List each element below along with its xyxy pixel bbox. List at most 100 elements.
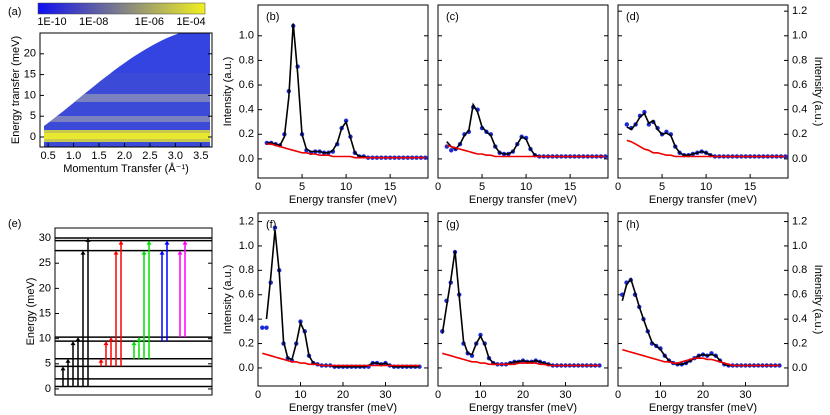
x-tick-label: 20 (517, 389, 529, 401)
arrow-head (60, 366, 66, 371)
x-tick-label: 20 (697, 389, 709, 401)
y-tick-label: 0.8 (792, 54, 807, 66)
y-tick-label: 20 (39, 282, 51, 294)
curve (622, 348, 780, 367)
x-tick-label: 2.5 (142, 150, 157, 162)
y-tick-label: 0.8 (792, 264, 807, 276)
y-tick-label: 20 (24, 48, 36, 60)
y-tick-label: 30 (39, 232, 51, 244)
panel-label: (g) (446, 219, 459, 231)
arrow-head (118, 240, 124, 245)
data-point (264, 325, 269, 330)
y-tick-label: 1.2 (239, 215, 254, 227)
curve (265, 230, 420, 368)
y-tick-label: 0.0 (239, 362, 254, 374)
y-axis-label: Energy (meV) (25, 278, 37, 346)
y-tick-label: 0.8 (239, 264, 254, 276)
x-tick-label: 2.0 (117, 150, 132, 162)
y-tick-label: 10 (24, 89, 36, 101)
y-tick-label: 10 (39, 333, 51, 345)
y-tick-label: 5 (30, 110, 36, 122)
arrow-head (103, 341, 109, 346)
panel-label: (b) (266, 11, 279, 23)
x-tick-label: 1.5 (91, 150, 106, 162)
frame (617, 4, 789, 179)
y-tick-label: 0.0 (792, 362, 807, 374)
arrow-head (98, 358, 104, 363)
x-tick-label: 10 (700, 181, 712, 193)
arrow-head (177, 250, 183, 255)
y-tick-label: 1.0 (239, 30, 254, 42)
y-tick-label: 0.6 (792, 79, 807, 91)
curve (446, 144, 606, 158)
colorbar-tick-label: 1E-04 (176, 16, 205, 28)
x-tick-label: 3.0 (168, 150, 183, 162)
x-axis-label: Energy transfer (meV) (649, 402, 757, 414)
y-tick-label: 1.0 (239, 240, 254, 252)
x-tick-label: 5 (659, 181, 665, 193)
curve (442, 352, 600, 367)
data-point (642, 109, 647, 115)
curve (441, 250, 600, 367)
y-tick-label: 1.2 (792, 215, 807, 227)
arrow-head (65, 358, 71, 363)
colorbar-tick-label: 1E-10 (37, 16, 66, 28)
x-tick-label: 0.5 (40, 150, 55, 162)
y-tick-label: 0.0 (239, 153, 254, 165)
x-tick-label: 3.5 (193, 150, 208, 162)
heatmap-image (44, 33, 210, 147)
x-axis-label: Energy transfer (meV) (649, 194, 757, 206)
y-tick-label: 0 (30, 131, 36, 143)
y-tick-label: 1.2 (792, 5, 807, 17)
arrow-head (159, 250, 165, 255)
arrow-head (164, 240, 170, 245)
y-tick-label: 15 (24, 69, 36, 81)
y-axis-label: Intensity (a.u.) (812, 57, 824, 127)
x-tick-label: 15 (744, 181, 756, 193)
x-tick-label: 1.0 (66, 150, 81, 162)
x-tick-label: 0 (615, 181, 621, 193)
arrow-head (80, 250, 86, 255)
y-tick-label: 0.8 (239, 54, 254, 66)
y-tick-label: 0.6 (792, 289, 807, 301)
arrow-head (75, 337, 81, 342)
arrow-head (108, 337, 114, 342)
y-tick-label: 0.2 (792, 128, 807, 140)
y-tick-label: 0.6 (239, 79, 254, 91)
panel-label: (h) (626, 219, 639, 231)
colorbar (37, 2, 206, 15)
arrow-head (131, 341, 137, 346)
frame (617, 212, 789, 387)
colorbar-tick-label: 1E-06 (135, 16, 164, 28)
y-tick-label: 0.2 (792, 337, 807, 349)
curve (621, 277, 780, 367)
x-tick-label: 20 (337, 389, 349, 401)
x-tick-label: 0 (435, 389, 441, 401)
arrow-head (182, 240, 188, 245)
x-tick-label: 30 (739, 389, 751, 401)
frame (39, 32, 213, 148)
y-tick-label: 1.0 (792, 240, 807, 252)
data-point (449, 148, 454, 153)
x-tick-label: 15 (564, 181, 576, 193)
panel-label: (e) (8, 218, 21, 230)
x-tick-label: 10 (340, 181, 352, 193)
y-axis-label: Intensity (a.u.) (222, 57, 234, 127)
frame (437, 4, 609, 179)
curve (626, 112, 786, 158)
x-axis-label: Energy transfer (meV) (289, 194, 397, 206)
x-tick-label: 30 (379, 389, 391, 401)
x-tick-label: 15 (384, 181, 396, 193)
panel-label: (d) (626, 11, 639, 23)
curve (266, 143, 426, 159)
curve (626, 139, 786, 158)
x-tick-label: 0 (255, 181, 261, 193)
x-tick-label: 5 (299, 181, 305, 193)
arrow-head (85, 238, 91, 243)
x-tick-label: 5 (479, 181, 485, 193)
y-tick-label: 0.2 (239, 128, 254, 140)
arrow-head (146, 240, 152, 245)
arrow-head (70, 341, 76, 346)
y-tick-label: 25 (39, 257, 51, 269)
arrow-head (141, 250, 147, 255)
